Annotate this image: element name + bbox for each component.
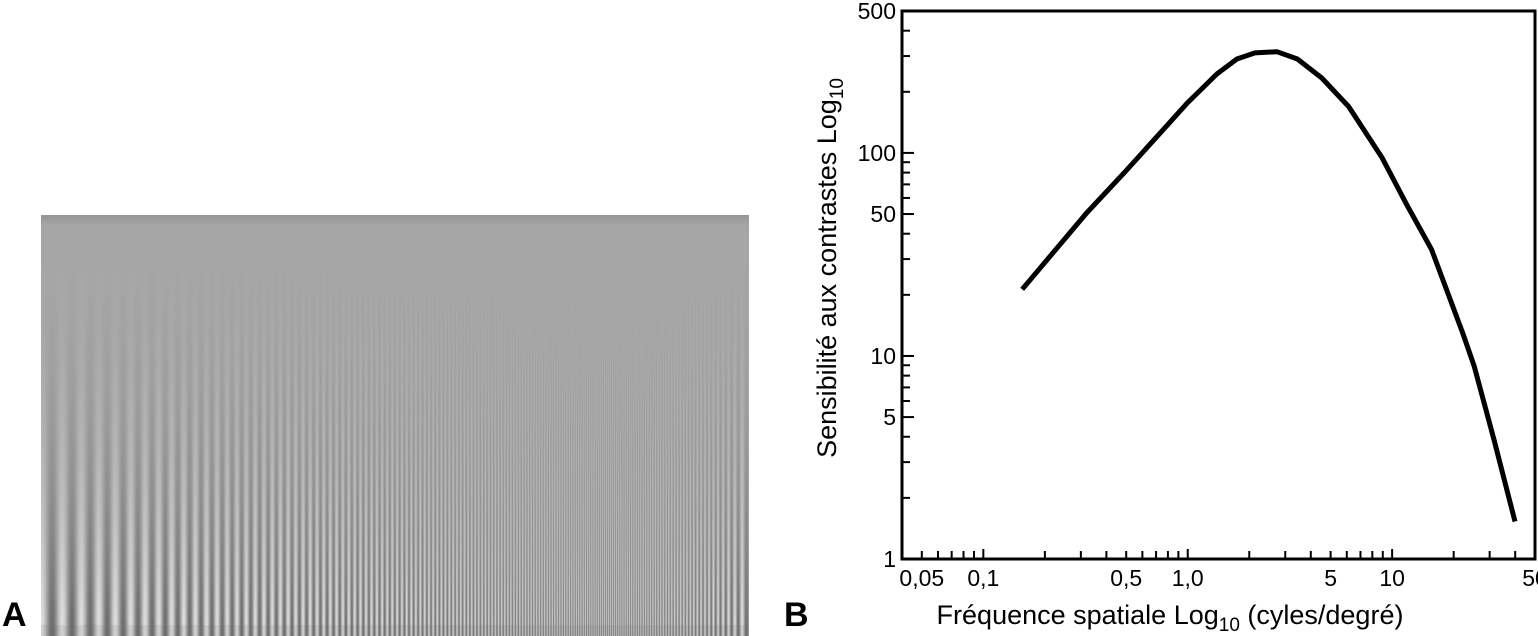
campbell-robson-grating [41,215,749,636]
x-tick-label: 50 [1522,565,1538,591]
x-tick-label: 0,5 [1110,565,1142,591]
axis-ticks [902,10,1517,559]
x-axis-title-suffix: (cyles/degré) [1240,600,1404,630]
x-tick-label: 5 [1324,565,1337,591]
y-tick-label: 1 [883,546,896,572]
y-axis-title-sub: 10 [827,78,848,99]
x-tick-label: 1,0 [1172,565,1204,591]
plot-frame [900,9,1537,561]
y-tick-label: 50 [870,201,896,227]
tick-labels: 0,05 0,1 0,5 1,0 5 10 50 1 5 10 50 100 500 [858,0,1538,591]
x-tick-label: 0,05 [899,565,944,591]
y-tick-label: 500 [858,0,896,24]
panel-letter-a: A [2,596,27,634]
y-tick-label: 5 [883,404,896,430]
y-tick-label: 100 [858,140,896,166]
csf-curve [1020,49,1518,523]
y-tick-label: 10 [870,343,896,369]
y-axis-title-main: Sensibilité aux contrastes Log [812,99,842,458]
x-tick-label: 10 [1379,565,1405,591]
panel-letter-b: B [784,596,809,634]
x-axis-title: Fréquence spatiale Log10 (cyles/degré) [937,600,1404,636]
y-axis-title: Sensibilité aux contrastes Log10 [812,78,848,458]
x-tick-label: 0,1 [967,565,999,591]
x-axis-title-main: Fréquence spatiale Log [937,600,1219,630]
x-axis-title-sub: 10 [1219,615,1240,636]
